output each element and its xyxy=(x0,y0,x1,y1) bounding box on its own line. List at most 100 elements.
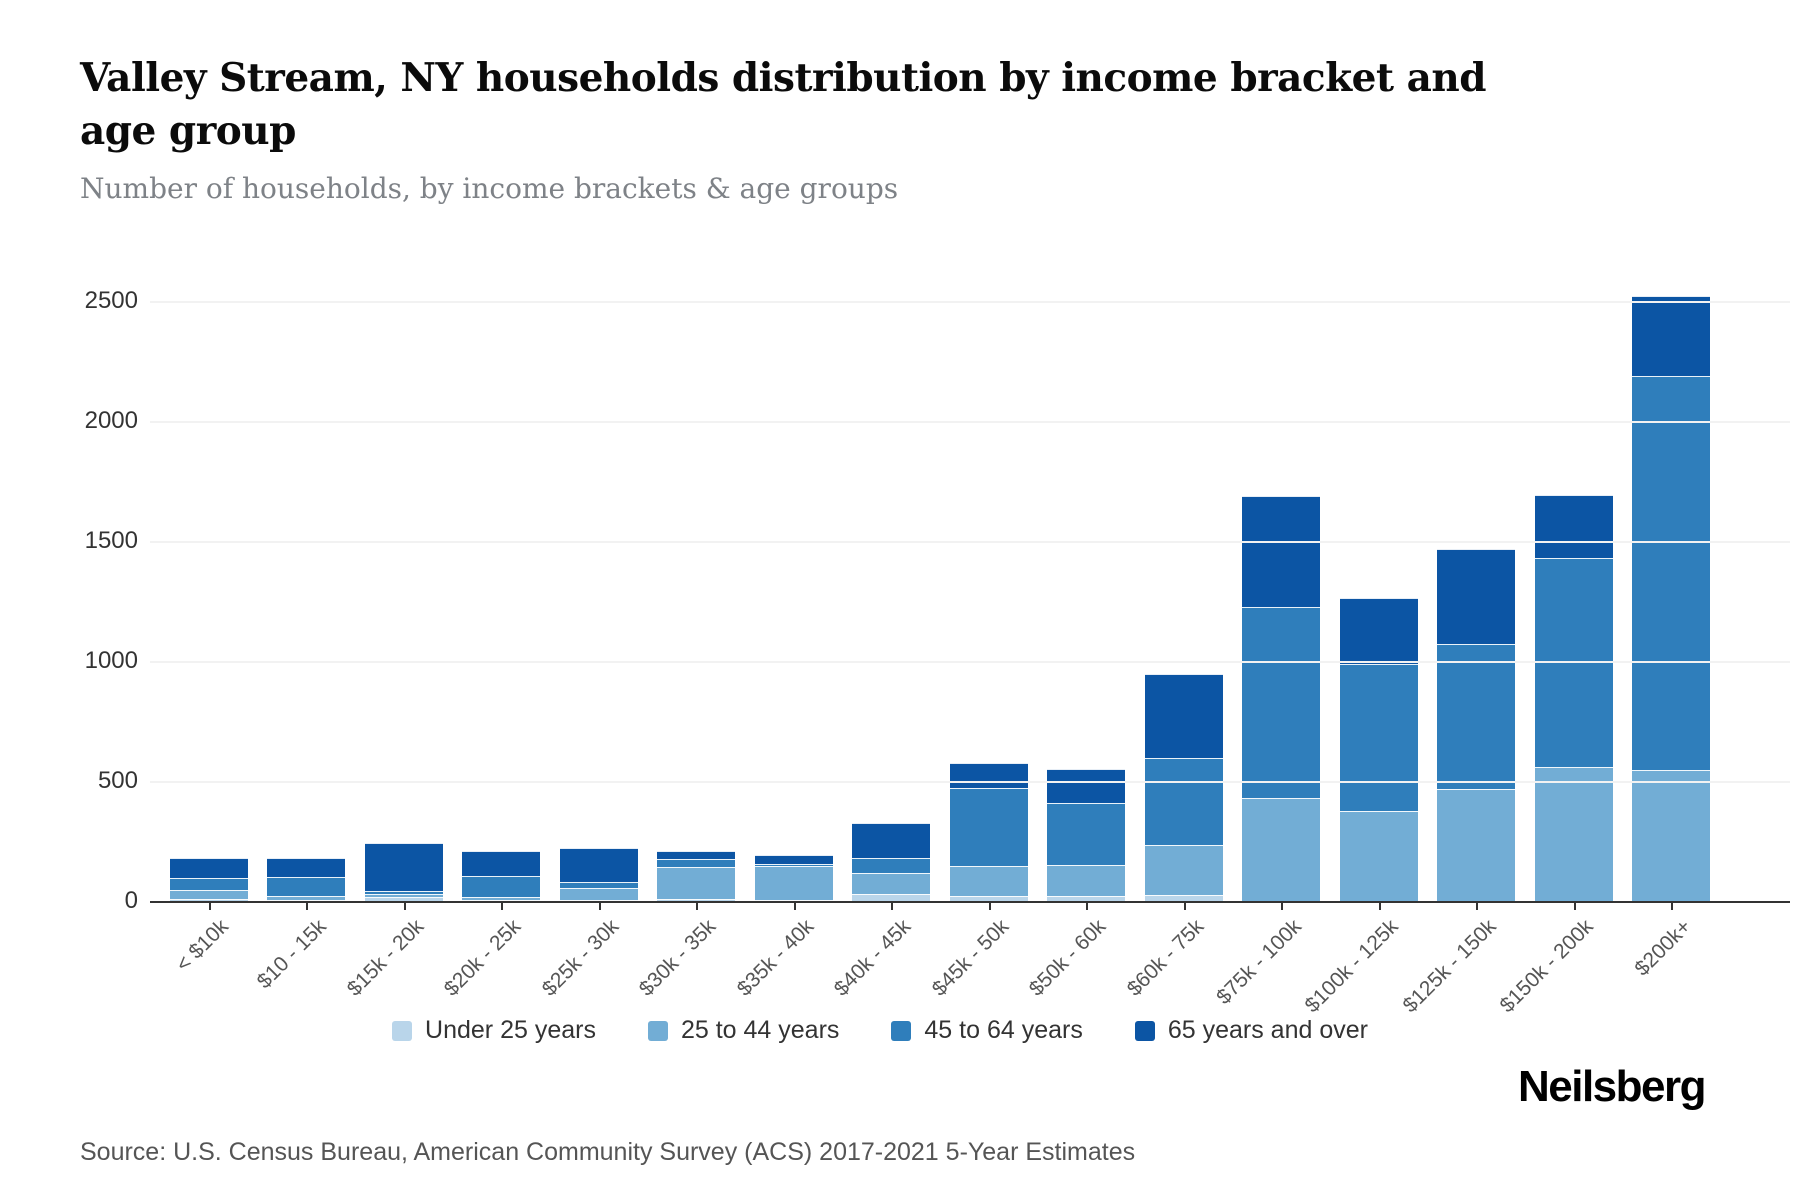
axis-tick xyxy=(306,903,309,910)
bar-segment[interactable] xyxy=(852,873,931,894)
bar-segment[interactable] xyxy=(1632,770,1711,901)
bar-segment[interactable] xyxy=(1632,376,1711,771)
bar-slot xyxy=(160,255,258,901)
bar-segment[interactable] xyxy=(1047,864,1126,897)
bar-$200k+ xyxy=(1632,295,1711,901)
bar-segment[interactable] xyxy=(949,866,1028,897)
bar-segment[interactable] xyxy=(657,898,736,901)
bar-segment[interactable] xyxy=(949,762,1028,789)
bar-segment[interactable] xyxy=(267,857,346,878)
bar-segment[interactable] xyxy=(1144,895,1223,901)
bar-segment[interactable] xyxy=(754,855,833,864)
bar-slot xyxy=(355,255,453,901)
bar-segment[interactable] xyxy=(364,897,443,901)
bar-segment[interactable] xyxy=(1047,768,1126,803)
bar-segment[interactable] xyxy=(1339,664,1418,811)
axis-tick xyxy=(1573,903,1576,910)
bar-segment[interactable] xyxy=(754,863,833,867)
bar-segment[interactable] xyxy=(852,822,931,858)
bar-segment[interactable] xyxy=(169,878,248,891)
bar-slot xyxy=(1623,255,1721,901)
bar-segment[interactable] xyxy=(462,897,541,900)
bar-segment[interactable] xyxy=(559,881,638,888)
bar-segment[interactable] xyxy=(1339,598,1418,665)
y-axis-label: 2500 xyxy=(84,286,138,314)
bar-segment[interactable] xyxy=(657,859,736,868)
bar-slot xyxy=(940,255,1038,901)
bar-segment[interactable] xyxy=(169,890,248,899)
legend-label: 65 years and over xyxy=(1167,1016,1368,1044)
bar-segment[interactable] xyxy=(1437,644,1516,790)
bar-segment[interactable] xyxy=(852,857,931,874)
bar-segment[interactable] xyxy=(949,896,1028,901)
x-axis-label: $150k - 200k xyxy=(1495,915,1599,1018)
bar-segment[interactable] xyxy=(1144,844,1223,895)
bar-slot xyxy=(843,255,941,901)
bar-segment[interactable] xyxy=(754,899,833,901)
bar-segment[interactable] xyxy=(1144,758,1223,845)
bar-segment[interactable] xyxy=(462,850,541,876)
gridline xyxy=(150,660,1790,663)
bar-segment[interactable] xyxy=(1632,295,1711,377)
bar-segment[interactable] xyxy=(1437,549,1516,645)
axis-tick xyxy=(1086,903,1089,910)
bar-segment[interactable] xyxy=(267,896,346,900)
x-axis-label: $40k - 45k xyxy=(829,915,916,1001)
bar-segment[interactable] xyxy=(1534,766,1613,901)
x-axis-label: $20k - 25k xyxy=(439,915,526,1001)
bar-segment[interactable] xyxy=(949,788,1028,867)
bar-slot xyxy=(648,255,746,901)
bar-$150k - 200k xyxy=(1534,495,1613,901)
x-axis-label: $25k - 30k xyxy=(537,915,624,1001)
bar-$10 - 15k xyxy=(267,857,346,901)
legend-item-45-to-64-years[interactable]: 45 to 64 years xyxy=(891,1016,1083,1045)
x-axis-label: $60k - 75k xyxy=(1122,915,1209,1001)
bar-slot xyxy=(1233,255,1331,901)
bar-segment[interactable] xyxy=(754,866,833,900)
bar-segment[interactable] xyxy=(462,899,541,901)
bar-segment[interactable] xyxy=(657,850,736,859)
bar-segment[interactable] xyxy=(364,891,443,894)
bar-segment[interactable] xyxy=(559,899,638,901)
bar-segment[interactable] xyxy=(559,848,638,882)
axis-tick xyxy=(598,903,601,910)
bar-segment[interactable] xyxy=(267,877,346,897)
bar-segment[interactable] xyxy=(1144,674,1223,759)
bar-$35k - 40k xyxy=(754,855,833,901)
bar-segment[interactable] xyxy=(267,899,346,901)
legend-item-under-25-years[interactable]: Under 25 years xyxy=(392,1016,596,1045)
bar-segment[interactable] xyxy=(852,893,931,901)
bar-segment[interactable] xyxy=(1242,496,1321,607)
bar-segment[interactable] xyxy=(1437,789,1516,901)
gridline xyxy=(150,540,1790,543)
y-axis-label: 2000 xyxy=(84,406,138,434)
plot-area xyxy=(160,255,1720,901)
gridline xyxy=(150,420,1790,423)
bar-segment[interactable] xyxy=(364,893,443,898)
axis-tick xyxy=(208,903,211,910)
legend-label: 25 to 44 years xyxy=(680,1016,840,1044)
axis-tick xyxy=(793,903,796,910)
x-axis-line xyxy=(150,901,1790,903)
y-axis-label: 1000 xyxy=(84,646,138,674)
axis-tick xyxy=(696,903,699,910)
gridline xyxy=(150,780,1790,783)
bar-segment[interactable] xyxy=(657,867,736,899)
bar-segment[interactable] xyxy=(1242,606,1321,798)
legend-item-25-to-44-years[interactable]: 25 to 44 years xyxy=(647,1016,840,1045)
bar-segment[interactable] xyxy=(364,843,443,892)
bar-segment[interactable] xyxy=(559,887,638,900)
bar-slot xyxy=(258,255,356,901)
bar-segment[interactable] xyxy=(1242,797,1321,901)
bar-segment[interactable] xyxy=(1047,802,1126,865)
bar-segment[interactable] xyxy=(169,898,248,901)
bar-segment[interactable] xyxy=(462,875,541,898)
brand-logo: Neilsberg xyxy=(1517,1062,1707,1111)
bar-slot xyxy=(745,255,843,901)
bar-segment[interactable] xyxy=(1339,810,1418,901)
legend-item-65-years-and-over[interactable]: 65 years and over xyxy=(1134,1016,1368,1045)
bar-segment[interactable] xyxy=(1534,495,1613,558)
bar-segment[interactable] xyxy=(169,857,248,879)
bar-segment[interactable] xyxy=(1047,896,1126,901)
source-text: Source: U.S. Census Bureau, American Com… xyxy=(80,1138,1136,1166)
